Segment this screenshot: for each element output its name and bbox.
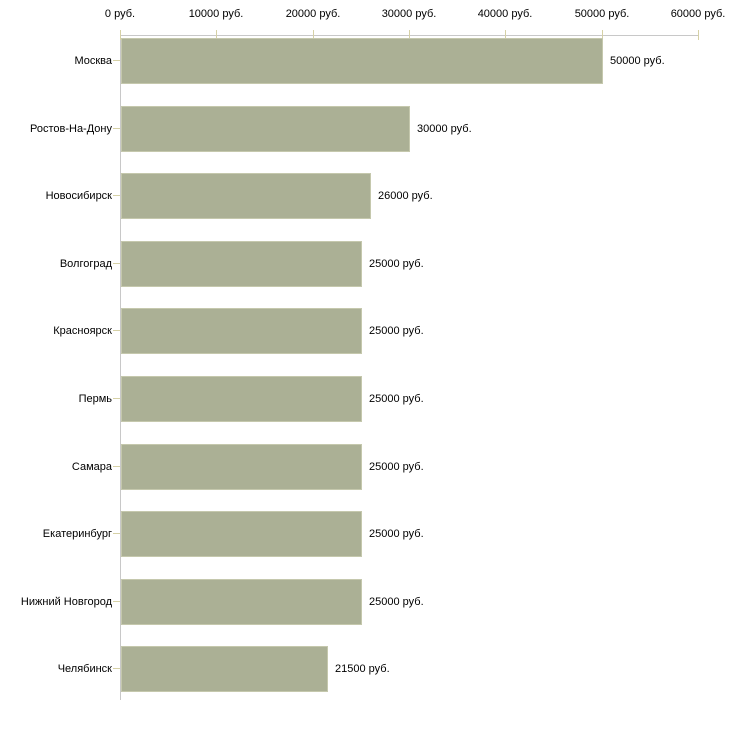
category-tick — [113, 330, 120, 331]
category-label: Екатеринбург — [42, 528, 112, 540]
x-tick-label: 60000 руб. — [670, 8, 726, 20]
category-tick — [113, 398, 120, 399]
category-tick — [113, 533, 120, 534]
category-tick — [113, 601, 120, 602]
x-tick — [409, 30, 410, 40]
bar — [121, 376, 362, 422]
value-label: 26000 руб. — [378, 190, 433, 202]
value-label: 25000 руб. — [369, 325, 424, 337]
category-label: Волгоград — [59, 258, 112, 270]
bar — [121, 241, 362, 287]
category-label: Красноярск — [53, 325, 112, 337]
bar — [121, 106, 410, 152]
category-label: Ростов-На-Дону — [29, 123, 112, 135]
category-tick — [113, 60, 120, 61]
value-label: 25000 руб. — [369, 596, 424, 608]
x-tick — [698, 30, 699, 40]
value-label: 25000 руб. — [369, 461, 424, 473]
x-tick — [602, 30, 603, 40]
category-label: Самара — [71, 461, 112, 473]
bar — [121, 444, 362, 490]
category-tick — [113, 466, 120, 467]
x-tick — [120, 30, 121, 40]
category-tick — [113, 668, 120, 669]
x-tick-label: 20000 руб. — [285, 8, 341, 20]
category-label: Москва — [74, 55, 112, 67]
bar — [121, 173, 371, 219]
x-tick-label: 30000 руб. — [381, 8, 437, 20]
category-label: Новосибирск — [45, 190, 112, 202]
bar — [121, 646, 328, 692]
bar — [121, 38, 603, 84]
value-label: 21500 руб. — [335, 663, 390, 675]
category-tick — [113, 128, 120, 129]
x-tick-label: 40000 руб. — [477, 8, 533, 20]
x-tick — [313, 30, 314, 40]
y-axis-line — [120, 35, 121, 700]
value-label: 25000 руб. — [369, 393, 424, 405]
bar — [121, 511, 362, 557]
x-tick-label: 10000 руб. — [188, 8, 244, 20]
bar — [121, 308, 362, 354]
category-label: Пермь — [78, 393, 112, 405]
bar — [121, 579, 362, 625]
value-label: 25000 руб. — [369, 528, 424, 540]
x-tick-label: 50000 руб. — [574, 8, 630, 20]
category-tick — [113, 263, 120, 264]
x-tick — [505, 30, 506, 40]
value-label: 50000 руб. — [610, 55, 665, 67]
category-label: Челябинск — [57, 663, 112, 675]
category-tick — [113, 195, 120, 196]
category-label: Нижний Новгород — [20, 596, 112, 608]
x-tick — [216, 30, 217, 40]
value-label: 30000 руб. — [417, 123, 472, 135]
x-tick-label: 0 руб. — [104, 8, 136, 20]
value-label: 25000 руб. — [369, 258, 424, 270]
